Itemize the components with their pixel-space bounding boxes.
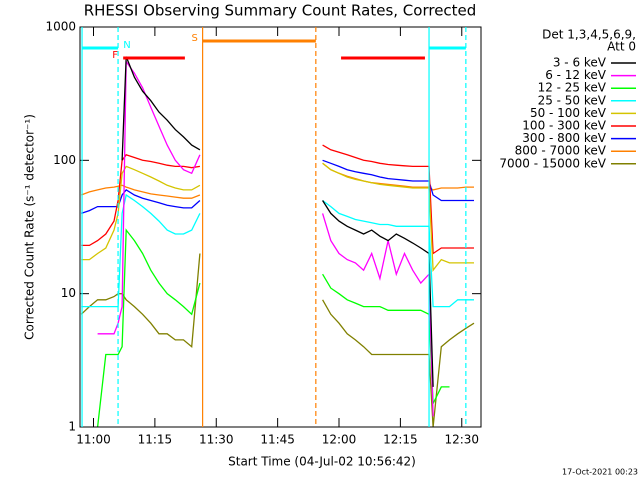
y-tick-label: 1 <box>68 420 76 434</box>
x-tick-label: 11:30 <box>199 433 234 447</box>
flag-label: F <box>112 50 118 61</box>
legend-label: 12 - 25 keV <box>538 81 607 95</box>
legend-title: Att 0 <box>607 40 636 54</box>
x-tick-label: 12:15 <box>383 433 418 447</box>
series-line <box>80 159 474 215</box>
series-line <box>80 253 475 427</box>
axes-frame <box>79 26 482 428</box>
plot-area <box>80 56 475 427</box>
x-tick-label: 11:15 <box>138 433 173 447</box>
legend-label: 100 - 300 keV <box>522 119 606 133</box>
series-line <box>80 162 474 199</box>
x-tick-label: 12:00 <box>322 433 357 447</box>
x-tick-label: 12:30 <box>444 433 479 447</box>
series-line <box>81 162 474 272</box>
legend-label: 3 - 6 keV <box>553 56 607 70</box>
series-line <box>81 144 474 255</box>
legend-label: 50 - 100 keV <box>530 106 607 120</box>
legend-label: 25 - 50 keV <box>538 93 607 107</box>
legend-label: 6 - 12 keV <box>545 68 607 82</box>
x-axis-label: Start Time (04-Jul-02 10:56:42) <box>228 455 416 469</box>
footer: 17-Oct-2021 00:23 <box>562 468 638 477</box>
series-line <box>121 56 434 387</box>
legend-title: Det 1,3,4,5,6,9, <box>542 28 636 42</box>
y-tick-label: 10 <box>61 286 76 300</box>
legend-label: 7000 - 15000 keV <box>499 156 606 170</box>
x-tick-label: 11:00 <box>76 433 111 447</box>
y-tick-label: 100 <box>53 153 76 167</box>
flag-label: S <box>191 33 197 44</box>
flag-label: N <box>123 40 130 51</box>
series-line <box>81 193 474 308</box>
legend-label: 300 - 800 keV <box>522 131 606 145</box>
y-tick-label: 1000 <box>45 20 76 34</box>
legend-label: 800 - 7000 keV <box>515 144 607 158</box>
y-axis-label: Corrected Count Rate (s⁻¹ detector⁻¹) <box>23 114 37 340</box>
series-line <box>97 59 434 417</box>
chart-title: RHESSI Observing Summary Count Rates, Co… <box>84 2 477 20</box>
x-tick-label: 11:45 <box>260 433 295 447</box>
